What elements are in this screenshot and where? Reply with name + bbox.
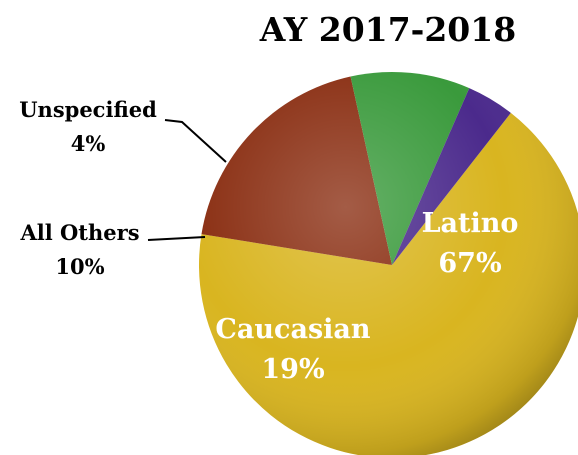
- leader-line-unspecified: [164, 119, 227, 163]
- slice-label-caucasian: Caucasian: [215, 314, 371, 345]
- slice-value-unspecified: 4%: [71, 131, 106, 156]
- leader-line-all-others: [147, 236, 206, 241]
- slice-value-all-others: 10%: [55, 254, 104, 279]
- slice-label-unspecified: Unspecified: [19, 97, 157, 122]
- pie-slices: [199, 71, 578, 455]
- slice-value-caucasian: 19%: [261, 354, 324, 385]
- slice-value-latino: 67%: [438, 248, 501, 279]
- chart-title: AY 2017-2018: [259, 10, 516, 49]
- slice-label-all-others: All Others: [19, 220, 139, 245]
- slice-label-latino: Latino: [422, 208, 519, 239]
- pie-labels: Latino 67% Caucasian 19% All Others 10% Unspec…: [19, 97, 518, 385]
